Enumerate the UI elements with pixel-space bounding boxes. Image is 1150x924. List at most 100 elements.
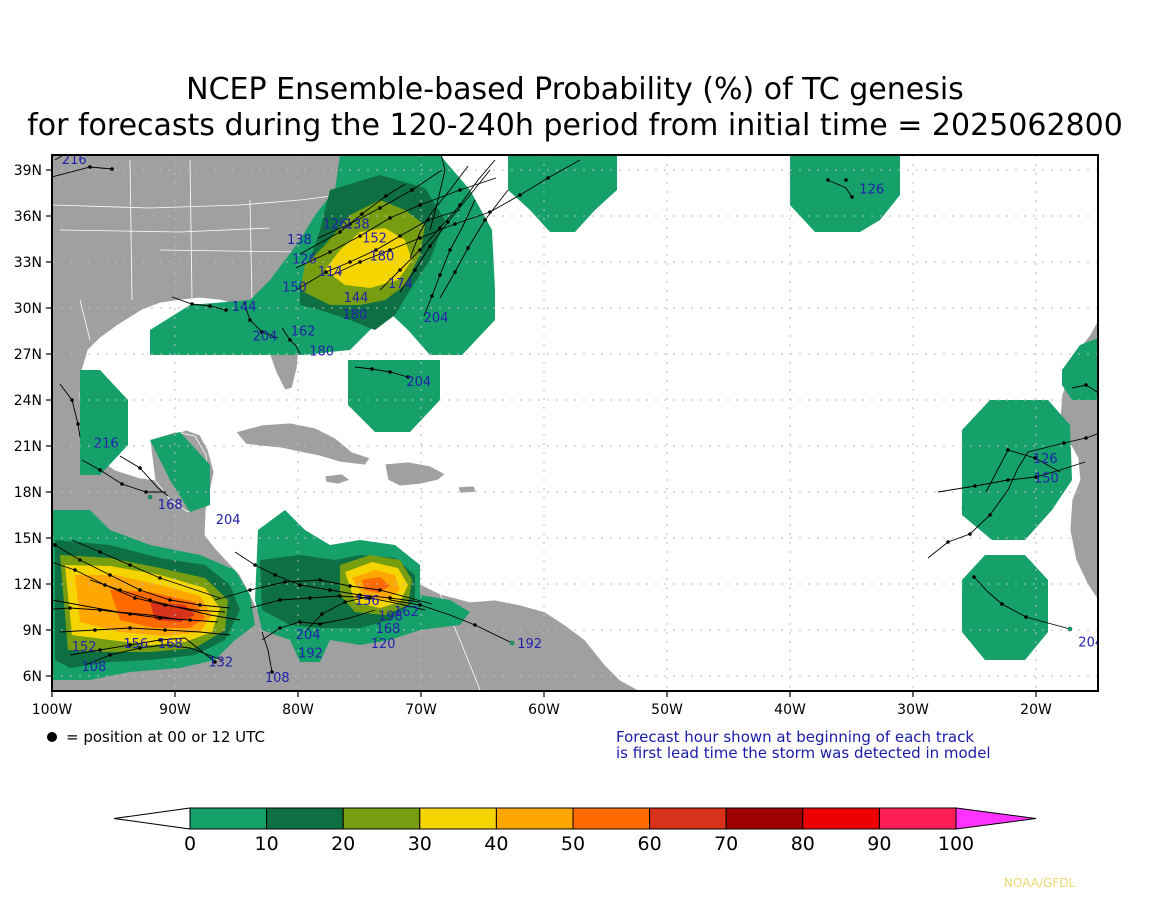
lat-label: 12N xyxy=(14,577,42,593)
position-dot-icon xyxy=(47,732,57,742)
prob-10-atlantic-ne xyxy=(790,155,900,232)
lon-label: 80W xyxy=(282,702,314,718)
colorbar-tick-label: 70 xyxy=(714,833,738,855)
map-title-line2: for forecasts during the 120-240h period… xyxy=(27,108,1123,143)
jamaica-land xyxy=(324,473,351,485)
forecast-note-line1: Forecast hour shown at beginning of each… xyxy=(616,728,975,746)
track-start-label: 132 xyxy=(208,656,233,671)
colorbar-segment xyxy=(572,807,651,830)
lat-label: 27N xyxy=(14,347,42,363)
track-start-label: 108 xyxy=(82,660,107,675)
hispaniola-land xyxy=(384,461,446,487)
prob-10-cape-verde-south xyxy=(962,555,1048,660)
colorbar-segment xyxy=(342,807,421,830)
track-start-label: 216 xyxy=(94,437,119,452)
lon-label: 40W xyxy=(774,702,806,718)
track-start-label: 156 xyxy=(123,637,148,652)
prob-10-gulf-west xyxy=(80,370,128,475)
prob-40-us-coast xyxy=(325,228,412,288)
track-start-label: 168 xyxy=(158,498,183,513)
track-start-label: 126 xyxy=(1033,452,1058,467)
track-start-label: 108 xyxy=(265,671,290,686)
gridlines xyxy=(52,155,1098,691)
position-legend-text: = position at 00 or 12 UTC xyxy=(66,728,265,746)
colorbar: 0 10 20 30 40 50 60 70 80 90 100 xyxy=(113,807,1037,855)
map-frame xyxy=(51,154,1099,692)
track-start-label: 204 xyxy=(296,628,321,643)
colorbar-underflow xyxy=(113,807,191,830)
colorbar-segment xyxy=(725,807,804,830)
track-start-label: 126 xyxy=(323,218,348,233)
lon-label: 30W xyxy=(897,702,929,718)
probability-shading xyxy=(52,155,1098,680)
lon-label: 100W xyxy=(32,702,73,718)
track-start-label: 150 xyxy=(1034,472,1059,487)
track-start-label: 180 xyxy=(342,308,367,323)
track-start-label: 180 xyxy=(309,345,334,360)
colorbar-tick-label: 30 xyxy=(408,833,432,855)
colorbar-segment xyxy=(266,807,344,830)
prob-10-atlantic-n xyxy=(508,155,617,232)
axis-ticks xyxy=(46,169,1037,697)
track-start-label: 152 xyxy=(362,231,387,246)
colorbar-tick-label: 80 xyxy=(791,833,815,855)
prob-10-yucatan xyxy=(150,432,210,512)
track-start-label: 156 xyxy=(355,594,380,609)
lat-label: 36N xyxy=(14,209,42,225)
colorbar-tick-label: 20 xyxy=(331,833,355,855)
lat-label: 30N xyxy=(14,301,42,317)
lat-label: 33N xyxy=(14,255,42,271)
lat-label: 39N xyxy=(14,163,42,179)
track-start-label: 204 xyxy=(1078,636,1103,651)
colorbar-tick-label: 100 xyxy=(938,833,974,855)
colorbar-segment xyxy=(189,807,268,830)
track-start-label: 152 xyxy=(72,640,97,655)
lat-label: 15N xyxy=(14,531,42,547)
colorbar-segment xyxy=(495,807,574,830)
track-start-label: 192 xyxy=(298,646,323,661)
track-start-label: 144 xyxy=(344,291,369,306)
track-start-label: 198 xyxy=(378,610,403,625)
colorbar-overflow xyxy=(955,807,1037,830)
track-start-label: 174 xyxy=(388,277,413,292)
lon-label: 20W xyxy=(1020,702,1052,718)
colorbar-segment xyxy=(878,807,957,830)
track-start-label: 204 xyxy=(406,375,431,390)
forecast-note-line2: is first lead time the storm was detecte… xyxy=(616,744,991,762)
lon-label: 60W xyxy=(528,702,560,718)
lat-label: 9N xyxy=(23,623,42,639)
track-end-points xyxy=(147,494,1073,658)
track-start-label: 126 xyxy=(859,182,884,197)
colorbar-tick-label: 0 xyxy=(184,833,196,855)
colorbar-tick-label: 50 xyxy=(561,833,585,855)
prob-60-caribbean xyxy=(362,577,390,593)
lon-label: 90W xyxy=(159,702,191,718)
track-start-label: 114 xyxy=(318,265,343,280)
lat-label: 21N xyxy=(14,439,42,455)
track-start-label: 204 xyxy=(216,513,241,528)
colorbar-tick-label: 60 xyxy=(638,833,662,855)
colorbar-segment xyxy=(419,807,497,830)
track-start-label: 162 xyxy=(394,605,419,620)
track-points xyxy=(53,165,1088,674)
colorbar-tick-label: 40 xyxy=(484,833,508,855)
track-start-label: 162 xyxy=(291,325,316,340)
track-labels: 2161261381261381261521801501141441801742… xyxy=(62,153,1103,686)
lat-label: 6N xyxy=(23,669,42,685)
colorbar-segment xyxy=(802,807,880,830)
track-start-label: 216 xyxy=(62,153,87,168)
colorbar-tick-label: 90 xyxy=(867,833,891,855)
map-title-line1: NCEP Ensemble-based Probability (%) of T… xyxy=(186,72,964,107)
track-start-label: 168 xyxy=(376,622,401,637)
track-start-label: 168 xyxy=(158,637,183,652)
colorbar-segment xyxy=(649,807,727,830)
credit-text: NOAA/GFDL xyxy=(1004,876,1076,890)
lon-label: 50W xyxy=(651,702,683,718)
track-start-label: 126 xyxy=(292,253,317,268)
track-start-label: 204 xyxy=(253,329,278,344)
track-start-label: 204 xyxy=(424,311,449,326)
track-start-label: 138 xyxy=(345,218,370,233)
track-start-label: 192 xyxy=(517,637,542,652)
prob-10-bermuda xyxy=(348,360,440,432)
